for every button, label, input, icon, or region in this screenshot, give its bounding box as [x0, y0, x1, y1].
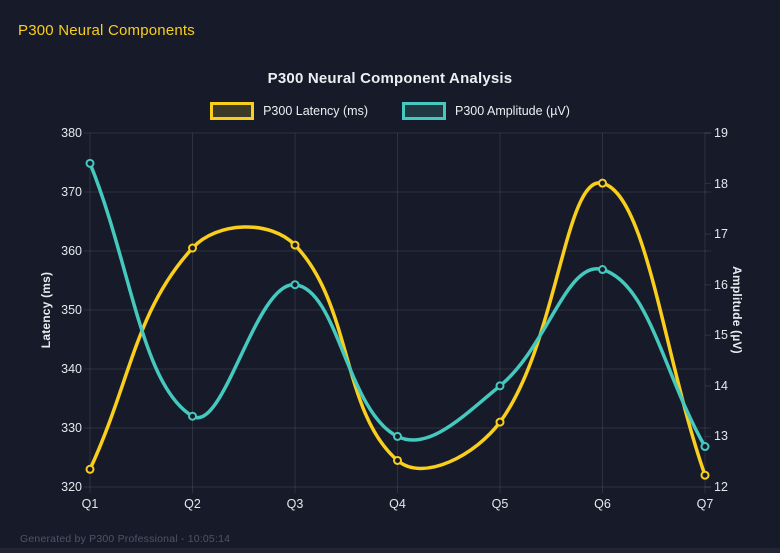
data-point[interactable] — [393, 455, 402, 465]
y-axis-right-tick-label: 17 — [714, 227, 728, 242]
legend-label-amplitude: P300 Amplitude (µV) — [455, 104, 570, 118]
x-axis-tick-label: Q3 — [286, 497, 304, 511]
data-point[interactable] — [290, 280, 300, 290]
y-axis-right-tick-label: 15 — [714, 328, 728, 343]
y-axis-left-tick-label: 340 — [61, 362, 82, 376]
y-axis-right-tick-label: 18 — [714, 176, 728, 191]
legend-swatch-amplitude — [402, 102, 446, 120]
y-axis-right-tick-label: 16 — [714, 277, 728, 292]
y-axis-left-tick-label: 330 — [61, 421, 82, 435]
legend-item-amplitude[interactable]: P300 Amplitude (µV) — [402, 102, 570, 120]
data-point[interactable] — [700, 442, 710, 452]
data-point[interactable] — [598, 178, 607, 188]
x-axis-tick-label: Q2 — [184, 497, 201, 511]
y-axis-left-tick-label: 350 — [61, 303, 82, 317]
chart-legend: P300 Latency (ms) P300 Amplitude (µV) — [0, 102, 780, 120]
x-axis-tick-label: Q5 — [491, 497, 509, 511]
y-axis-left-tick-label: 380 — [61, 126, 82, 140]
data-point[interactable] — [598, 265, 607, 275]
legend-label-latency: P300 Latency (ms) — [263, 104, 368, 118]
y-axis-left-tick-label: 370 — [61, 185, 82, 199]
x-axis-tick-label: Q6 — [594, 497, 611, 511]
footer-status: Generated by P300 Professional - 10:05:1… — [20, 533, 231, 545]
y-axis-right-tick-label: 13 — [714, 429, 728, 444]
data-point[interactable] — [85, 464, 95, 474]
data-point[interactable] — [495, 417, 505, 427]
data-point[interactable] — [188, 243, 197, 253]
legend-item-latency[interactable]: P300 Latency (ms) — [210, 102, 368, 120]
chart-title: P300 Neural Component Analysis — [267, 70, 513, 87]
data-point[interactable] — [495, 381, 505, 391]
y-axis-left-tick-label: 320 — [61, 480, 82, 494]
y-axis-right-tick-label: 12 — [714, 480, 728, 494]
data-point[interactable] — [700, 470, 710, 480]
data-point[interactable] — [290, 240, 300, 250]
legend-swatch-latency — [210, 102, 255, 120]
bottom-scrollbar[interactable] — [0, 548, 780, 553]
y-axis-right-tick-label: 19 — [714, 126, 728, 140]
x-axis-tick-label: Q4 — [389, 497, 406, 511]
data-point[interactable] — [188, 411, 197, 421]
x-axis-tick-label: Q7 — [696, 497, 714, 511]
data-point[interactable] — [85, 158, 95, 168]
y-axis-left-tick-label: 360 — [61, 244, 82, 258]
data-point[interactable] — [393, 431, 402, 441]
x-axis-tick-label: Q1 — [81, 497, 99, 511]
y-axis-right-tick-label: 14 — [714, 378, 728, 393]
page-title: P300 Neural Components — [18, 22, 196, 39]
